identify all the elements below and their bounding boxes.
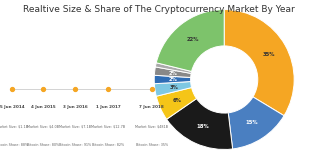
Text: Realtive Size & Share of The Cryptocurrency Market By Year: Realtive Size & Share of The Cryptocurre… bbox=[23, 5, 295, 14]
Text: Bitcoin Share: 91%: Bitcoin Share: 91% bbox=[59, 143, 91, 147]
Text: Market Size: $7.1B: Market Size: $7.1B bbox=[59, 124, 91, 128]
Text: 18%: 18% bbox=[197, 124, 210, 129]
Text: 3%: 3% bbox=[169, 85, 178, 90]
Text: 7 Jun 2018: 7 Jun 2018 bbox=[139, 105, 164, 109]
Wedge shape bbox=[156, 88, 197, 119]
Wedge shape bbox=[156, 10, 224, 71]
Text: Market Size: $4.0B: Market Size: $4.0B bbox=[27, 124, 59, 128]
Text: Market Size: $12.7B: Market Size: $12.7B bbox=[91, 124, 126, 128]
Text: 2%: 2% bbox=[169, 71, 178, 76]
Text: 5 Jun 2014: 5 Jun 2014 bbox=[0, 105, 24, 109]
Wedge shape bbox=[156, 63, 191, 73]
Text: 6%: 6% bbox=[173, 98, 182, 103]
Wedge shape bbox=[154, 82, 191, 96]
Text: Market Size: $481B: Market Size: $481B bbox=[135, 124, 168, 128]
Text: 4 Jun 2015: 4 Jun 2015 bbox=[31, 105, 56, 109]
Text: 1 Jun 2017: 1 Jun 2017 bbox=[96, 105, 121, 109]
Text: 15%: 15% bbox=[245, 120, 258, 125]
Text: 3 Jun 2016: 3 Jun 2016 bbox=[63, 105, 87, 109]
Wedge shape bbox=[224, 10, 294, 116]
Text: Bitcoin Share: 82%: Bitcoin Share: 82% bbox=[92, 143, 125, 147]
Text: Bitcoin Share: 80%: Bitcoin Share: 80% bbox=[27, 143, 59, 147]
Text: Market Size: $1.1B: Market Size: $1.1B bbox=[0, 124, 28, 128]
Text: 35%: 35% bbox=[262, 52, 275, 57]
Text: 22%: 22% bbox=[186, 37, 199, 42]
Wedge shape bbox=[228, 97, 284, 149]
Wedge shape bbox=[167, 99, 233, 149]
Text: 2%: 2% bbox=[169, 77, 177, 82]
Wedge shape bbox=[154, 67, 191, 77]
Text: Bitcoin Share: 88%: Bitcoin Share: 88% bbox=[0, 143, 28, 147]
Wedge shape bbox=[154, 75, 191, 84]
Text: Bitcoin Share: 35%: Bitcoin Share: 35% bbox=[136, 143, 168, 147]
